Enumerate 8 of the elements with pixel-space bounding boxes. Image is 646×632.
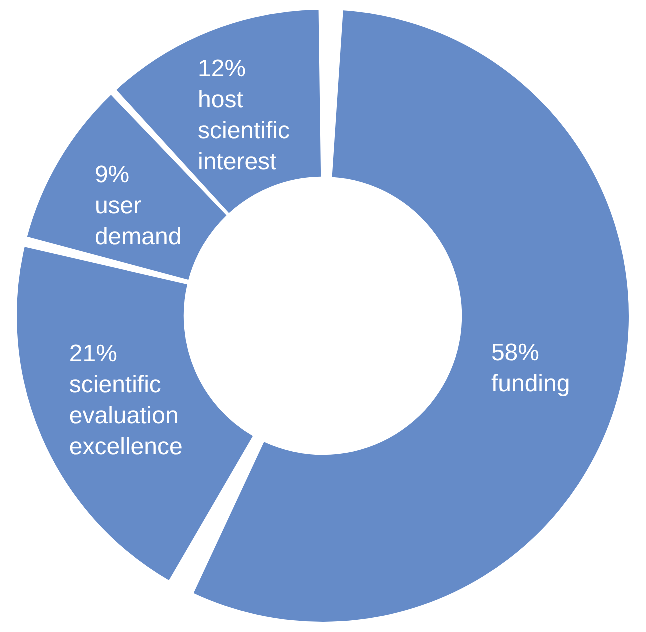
data-label: 9% xyxy=(94,161,130,188)
slice-label: user demand xyxy=(94,192,182,250)
slice-label: host scientific interest xyxy=(198,86,290,176)
data-label: 12% xyxy=(198,56,246,83)
slice-label: scientific evaluation excellence xyxy=(69,371,183,460)
data-label: 58% xyxy=(491,339,540,366)
data-label: 21% xyxy=(69,340,118,368)
slice-label: funding xyxy=(491,370,570,398)
